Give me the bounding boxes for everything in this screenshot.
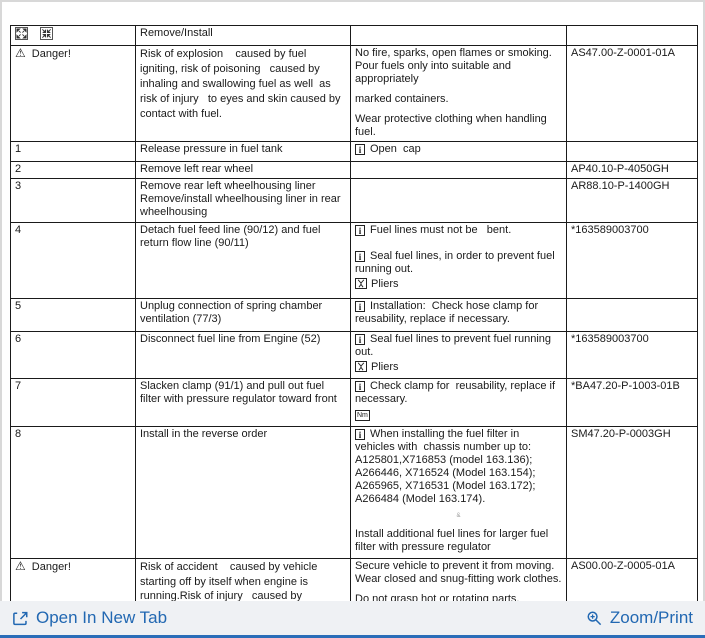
danger-label: Danger! xyxy=(31,48,71,60)
table-row: 8 Install in the reverse order i When ins… xyxy=(10,426,698,559)
code-cell: *163589003700 xyxy=(566,222,698,299)
step-cell: ⚠ Danger! xyxy=(10,558,136,601)
notes-cell: i Seal fuel lines to prevent fuel running… xyxy=(350,331,567,379)
collapse-all-icon[interactable] xyxy=(40,27,54,40)
document-viewer: Remove/Install ⚠ Danger! Risk of explosio… xyxy=(0,0,705,601)
table-row: 5 Unplug connection of spring chamber ve… xyxy=(10,298,698,332)
task-cell: Remove left rear wheel xyxy=(135,161,351,179)
bottom-accent-bar xyxy=(0,635,705,638)
code-cell: AR88.10-P-1400GH xyxy=(566,178,698,223)
task-cell: Slacken clamp (91/1) and pull out fuel f… xyxy=(135,378,351,427)
zoom-print-label: Zoom/Print xyxy=(609,608,693,627)
table-row: 7 Slacken clamp (91/1) and pull out fuel… xyxy=(10,378,698,427)
info-icon: i xyxy=(355,225,365,236)
step-cell: 2 xyxy=(10,161,136,179)
task-cell: Release pressure in fuel tank xyxy=(135,141,351,162)
step-cell: 4 xyxy=(10,222,136,299)
pliers-icon xyxy=(355,361,367,372)
warning-triangle-icon: ⚠ xyxy=(15,46,26,60)
pliers-icon xyxy=(355,278,367,289)
task-cell: Disconnect fuel line from Engine (52) xyxy=(135,331,351,379)
info-icon: i xyxy=(355,429,365,440)
task-cell: Install in the reverse order xyxy=(135,426,351,559)
info-icon: i xyxy=(355,381,365,392)
table-header-row: Remove/Install xyxy=(10,25,698,46)
table-row: 6 Disconnect fuel line from Engine (52) … xyxy=(10,331,698,379)
notes-cell xyxy=(350,178,567,223)
open-in-new-tab-button[interactable]: Open In New Tab xyxy=(12,608,167,628)
procedure-table: Remove/Install ⚠ Danger! Risk of explosio… xyxy=(10,25,698,601)
danger-label: Danger! xyxy=(31,561,71,573)
step-cell: 7 xyxy=(10,378,136,427)
header-title-cell: Remove/Install xyxy=(135,25,351,46)
step-cell: 8 xyxy=(10,426,136,559)
task-cell: Risk of explosion caused by fuel ignitin… xyxy=(135,45,351,142)
zoom-print-button[interactable]: Zoom/Print xyxy=(586,608,693,628)
code-cell: AS47.00-Z-0001-01A xyxy=(566,45,698,142)
info-icon: i xyxy=(355,251,365,262)
notes-cell: Secure vehicle to prevent it from moving… xyxy=(350,558,567,601)
notes-cell: No fire, sparks, open flames or smoking.… xyxy=(350,45,567,142)
code-cell: *BA47.20-P-1003-01B xyxy=(566,378,698,427)
step-cell: ⚠ Danger! xyxy=(10,45,136,142)
viewer-toolbar: Open In New Tab Zoom/Print xyxy=(0,601,705,635)
step-cell: 6 xyxy=(10,331,136,379)
table-row: 3 Remove rear left wheelhousing liner Re… xyxy=(10,178,698,223)
info-icon: i xyxy=(355,144,365,155)
header-icons-cell xyxy=(10,25,136,46)
notes-cell: i Check clamp for reusability, replace if… xyxy=(350,378,567,427)
nm-torque-icon: Nm xyxy=(355,410,370,421)
step-cell: 5 xyxy=(10,298,136,332)
info-icon: i xyxy=(355,334,365,345)
step-cell: 1 xyxy=(10,141,136,162)
code-cell xyxy=(566,141,698,162)
notes-cell: i Fuel lines must not be bent. i Seal fuel… xyxy=(350,222,567,299)
notes-cell: i Installation: Check hose clamp for reus… xyxy=(350,298,567,332)
code-cell xyxy=(566,298,698,332)
code-cell: AP40.10-P-4050GH xyxy=(566,161,698,179)
step-cell: 3 xyxy=(10,178,136,223)
table-row: 1 Release pressure in fuel tank i Open ca… xyxy=(10,141,698,162)
table-row: 4 Detach fuel feed line (90/12) and fuel… xyxy=(10,222,698,299)
task-cell: Remove rear left wheelhousing liner Remo… xyxy=(135,178,351,223)
warning-triangle-icon: ⚠ xyxy=(15,559,26,573)
code-cell: SM47.20-P-0003GH xyxy=(566,426,698,559)
code-cell: *163589003700 xyxy=(566,331,698,379)
code-cell: AS00.00-Z-0005-01A xyxy=(566,558,698,601)
notes-cell: i Open cap xyxy=(350,141,567,162)
task-cell: Unplug connection of spring chamber vent… xyxy=(135,298,351,332)
table-row: 2 Remove left rear wheel AP40.10-P-4050G… xyxy=(10,161,698,179)
task-cell: Detach fuel feed line (90/12) and fuel r… xyxy=(135,222,351,299)
expand-all-icon[interactable] xyxy=(15,27,28,40)
task-cell: Risk of accident caused by vehicle start… xyxy=(135,558,351,601)
footnote-mark: & xyxy=(456,513,461,519)
notes-cell: i When installing the fuel filter in vehi… xyxy=(350,426,567,559)
info-icon: i xyxy=(355,301,365,312)
table-row: ⚠ Danger! Risk of explosion caused by fue… xyxy=(10,45,698,142)
table-title: Remove/Install xyxy=(140,27,213,39)
open-in-new-tab-icon xyxy=(12,610,29,627)
open-in-new-tab-label: Open In New Tab xyxy=(36,608,168,627)
table-row: ⚠ Danger! Risk of accident caused by vehi… xyxy=(10,558,698,601)
notes-cell xyxy=(350,161,567,179)
zoom-magnifier-icon xyxy=(586,610,603,627)
